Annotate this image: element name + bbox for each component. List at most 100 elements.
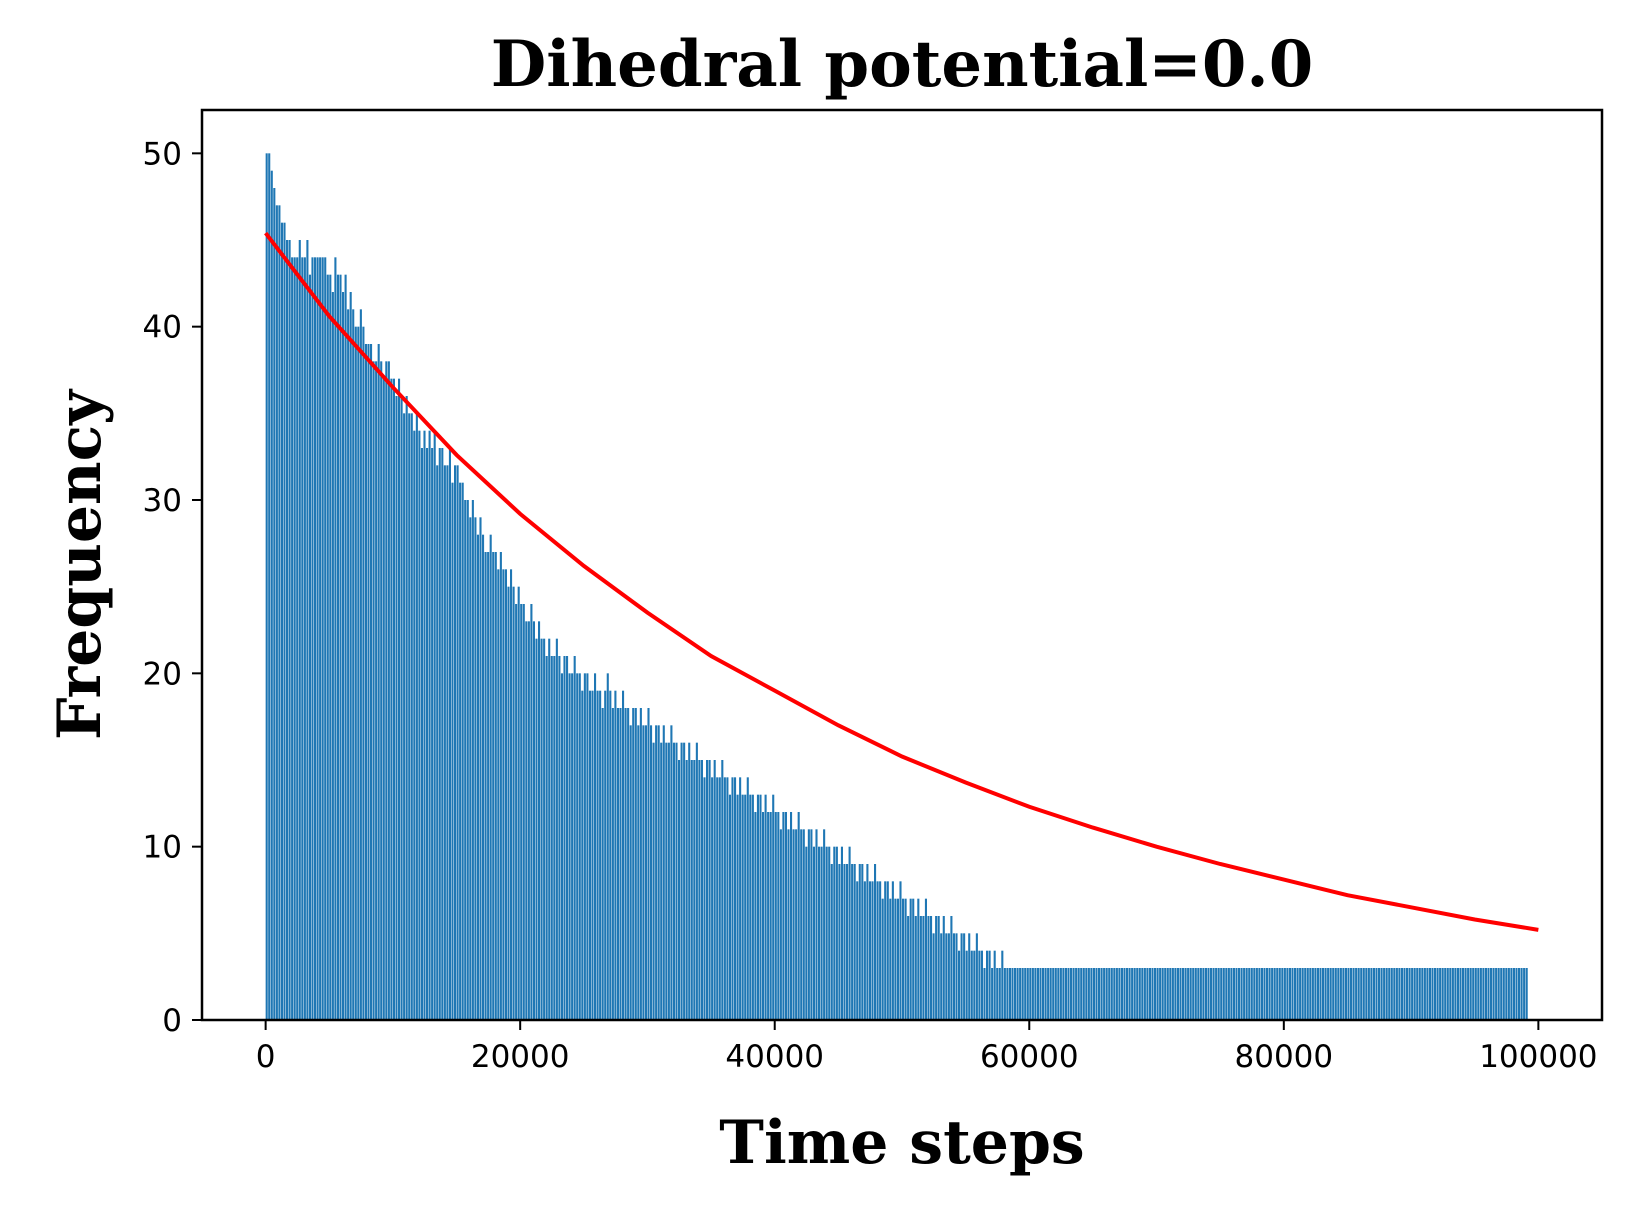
- histogram-bar: [1115, 968, 1118, 1020]
- histogram-bar: [881, 898, 884, 1020]
- histogram-bar: [665, 742, 668, 1020]
- histogram-bar: [1126, 968, 1129, 1020]
- histogram-bar: [1080, 968, 1083, 1020]
- histogram-bar: [955, 933, 958, 1020]
- histogram-bar: [810, 829, 813, 1020]
- histogram-bar: [280, 222, 283, 1021]
- histogram-bar: [329, 274, 332, 1020]
- histogram-bar: [1001, 950, 1004, 1020]
- histogram-bar: [364, 344, 367, 1020]
- histogram-bar: [372, 361, 375, 1021]
- histogram-bar: [711, 777, 714, 1020]
- x-axis-ticks: 0 20000 40000 60000 80000 100000: [256, 1020, 1598, 1075]
- histogram-bar: [275, 205, 278, 1020]
- histogram-bar: [494, 552, 497, 1020]
- histogram-bar: [1469, 968, 1472, 1020]
- histogram-bar: [998, 968, 1001, 1020]
- histogram-bar: [644, 725, 647, 1020]
- histogram-bar: [894, 898, 897, 1020]
- histogram-bar: [1070, 968, 1073, 1020]
- histogram-bar: [767, 812, 770, 1020]
- histogram-bar: [357, 326, 360, 1020]
- histogram-bar: [497, 569, 500, 1020]
- histogram-bar: [1202, 968, 1205, 1020]
- histogram-bar: [614, 690, 617, 1020]
- histogram-bar: [1021, 968, 1024, 1020]
- histogram-bar: [278, 205, 281, 1020]
- histogram-bar: [1332, 968, 1335, 1020]
- histogram-bar: [436, 465, 439, 1021]
- histogram-bar: [1370, 968, 1373, 1020]
- histogram-bar: [1439, 968, 1442, 1020]
- histogram-bar: [1355, 968, 1358, 1020]
- x-tick-label: 40000: [725, 1039, 824, 1075]
- histogram-bar: [431, 448, 434, 1020]
- histogram-bar: [779, 829, 782, 1020]
- histogram-bar: [660, 742, 663, 1020]
- histogram-bar: [530, 604, 533, 1020]
- histogram-bar: [474, 517, 477, 1020]
- histogram-bar: [1243, 968, 1246, 1020]
- histogram-bar: [1100, 968, 1103, 1020]
- histogram-bar: [298, 240, 301, 1020]
- histogram-bar: [706, 760, 709, 1020]
- histogram-bar: [947, 933, 950, 1020]
- histogram-bar: [1281, 968, 1284, 1020]
- histogram-bar: [296, 257, 299, 1021]
- histogram-bar: [634, 708, 637, 1020]
- histogram-bar: [1141, 968, 1144, 1020]
- histogram-bar: [820, 846, 823, 1020]
- histogram-bar: [594, 673, 597, 1020]
- histogram-bar: [759, 794, 762, 1020]
- histogram-bar: [1120, 968, 1123, 1020]
- histogram-bar: [604, 690, 607, 1020]
- histogram-bar: [800, 829, 803, 1020]
- histogram-bar: [510, 569, 513, 1020]
- histogram-bar: [843, 864, 846, 1020]
- histogram-bar: [983, 968, 986, 1020]
- histogram-bar: [726, 777, 729, 1020]
- histogram-bar: [1118, 968, 1121, 1020]
- histogram-bar: [512, 586, 515, 1020]
- histogram-bar: [848, 846, 851, 1020]
- histogram-bar: [1360, 968, 1363, 1020]
- histogram-bar: [902, 898, 905, 1020]
- histogram-bar: [303, 257, 306, 1021]
- histogram-bar: [1238, 968, 1241, 1020]
- histogram-bar: [1113, 968, 1116, 1020]
- x-tick-label: 0: [256, 1039, 276, 1075]
- histogram-bar: [1072, 968, 1075, 1020]
- histogram-bar: [599, 690, 602, 1020]
- histogram-bar: [273, 188, 276, 1020]
- histogram-bar: [1199, 968, 1202, 1020]
- histogram-bar: [1350, 968, 1353, 1020]
- histogram-bar: [382, 378, 385, 1020]
- histogram-bar: [1505, 968, 1508, 1020]
- histogram-bar: [652, 742, 655, 1020]
- histogram-bar: [415, 413, 418, 1021]
- histogram-bar: [504, 569, 507, 1020]
- y-tick-label: 20: [143, 656, 182, 692]
- histogram-bar: [1024, 968, 1027, 1020]
- histogram-bar: [387, 361, 390, 1021]
- histogram-bar: [774, 812, 777, 1020]
- histogram-bar: [1220, 968, 1223, 1020]
- histogram-bar: [1103, 968, 1106, 1020]
- histogram-bar: [489, 534, 492, 1020]
- y-axis-label: Frequency: [45, 388, 115, 740]
- histogram-bar: [443, 465, 446, 1021]
- histogram-bar: [316, 257, 319, 1021]
- histogram-bar: [1479, 968, 1482, 1020]
- histogram-bar: [805, 846, 808, 1020]
- histogram-bar: [960, 933, 963, 1020]
- histogram-bar: [1375, 968, 1378, 1020]
- histogram-bar: [950, 916, 953, 1020]
- histogram-bar: [362, 326, 365, 1020]
- histogram-bar: [1044, 968, 1047, 1020]
- histogram-bar: [1067, 968, 1070, 1020]
- histogram-bar: [904, 898, 907, 1020]
- histogram-bar: [1436, 968, 1439, 1020]
- histogram-bar: [560, 673, 563, 1020]
- histogram-bar: [784, 812, 787, 1020]
- histogram-bar: [1467, 968, 1470, 1020]
